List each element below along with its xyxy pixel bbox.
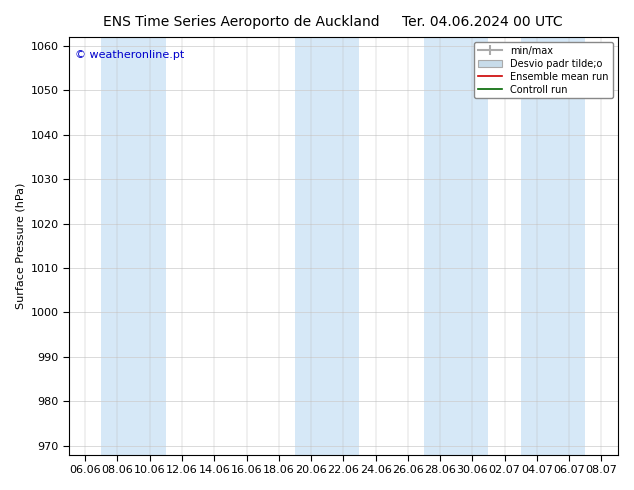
Bar — [327, 37, 359, 455]
Bar — [521, 37, 553, 455]
Text: Ter. 04.06.2024 00 UTC: Ter. 04.06.2024 00 UTC — [401, 15, 562, 29]
Legend: min/max, Desvio padr tilde;o, Ensemble mean run, Controll run: min/max, Desvio padr tilde;o, Ensemble m… — [474, 42, 612, 98]
Bar — [101, 37, 134, 455]
Bar — [456, 37, 488, 455]
Text: © weatheronline.pt: © weatheronline.pt — [75, 49, 184, 60]
Y-axis label: Surface Pressure (hPa): Surface Pressure (hPa) — [15, 183, 25, 309]
Bar — [134, 37, 166, 455]
Bar — [553, 37, 585, 455]
Bar — [424, 37, 456, 455]
Bar — [295, 37, 327, 455]
Text: ENS Time Series Aeroporto de Auckland: ENS Time Series Aeroporto de Auckland — [103, 15, 379, 29]
